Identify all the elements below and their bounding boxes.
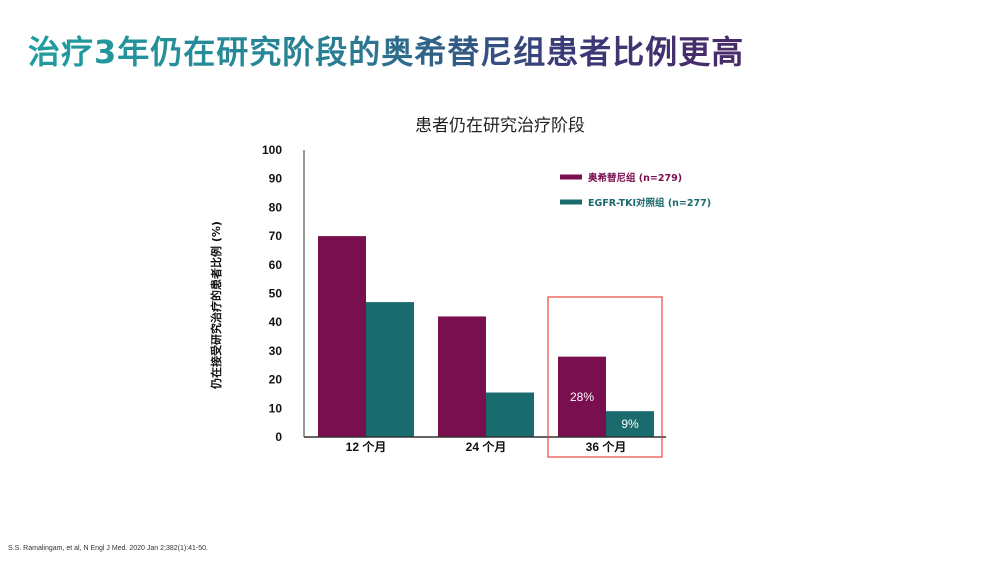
bar-osimertinib-2 xyxy=(438,316,486,437)
legend-label-control: EGFR-TKI对照组 (n=277) xyxy=(588,197,711,209)
y-tick-label: 60 xyxy=(269,258,283,272)
citation: S.S. Ramalingam, et al, N Engl J Med. 20… xyxy=(8,545,208,552)
y-tick-label: 20 xyxy=(269,373,283,387)
y-tick-label: 10 xyxy=(269,401,283,415)
y-tick-label: 80 xyxy=(269,200,283,214)
legend-swatch-control xyxy=(560,199,582,205)
bar-osimertinib-3 xyxy=(558,356,606,437)
bar-data-label: 9% xyxy=(621,417,639,431)
y-tick-label: 100 xyxy=(262,143,282,157)
x-tick-label: 36 个月 xyxy=(586,439,627,454)
legend-label-osimertinib: 奥希替尼组 (n=279) xyxy=(587,172,682,184)
x-tick-label: 12 个月 xyxy=(346,439,387,454)
y-tick-label: 30 xyxy=(269,344,283,358)
y-axis-title: 仍在接受研究治疗的患者比例 (%) xyxy=(209,221,223,390)
x-tick-label: 24 个月 xyxy=(466,439,507,454)
bar-osimertinib-1 xyxy=(318,236,366,437)
y-tick-label: 50 xyxy=(269,287,283,301)
bar-control-1 xyxy=(366,302,414,437)
legend-swatch-osimertinib xyxy=(560,174,582,180)
bar-control-2 xyxy=(486,392,534,437)
bar-control-3 xyxy=(606,411,654,437)
y-tick-label: 90 xyxy=(269,172,283,186)
chart-title: 患者仍在研究治疗阶段 xyxy=(415,116,585,136)
bar-data-label: 28% xyxy=(570,390,594,404)
slide-title: 治疗3年仍在研究阶段的奥希替尼组患者比例更高 xyxy=(28,33,745,71)
y-tick-label: 40 xyxy=(269,315,283,329)
highlight-box xyxy=(547,296,663,458)
y-tick-label: 0 xyxy=(275,430,282,444)
y-tick-label: 70 xyxy=(269,229,283,243)
